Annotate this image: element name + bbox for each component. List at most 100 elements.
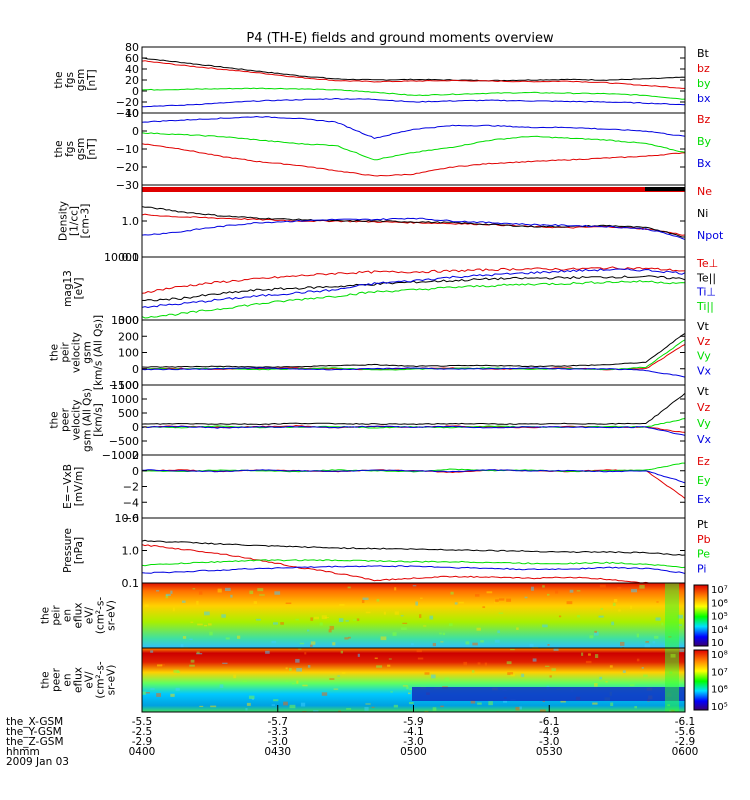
texture-dot xyxy=(637,659,640,662)
texture-dot xyxy=(310,645,313,647)
texture-dot xyxy=(301,703,305,707)
texture-dot xyxy=(365,703,370,704)
x-axis-row-label: 2009 Jan 03 xyxy=(6,756,69,768)
texture-dot xyxy=(254,601,257,604)
texture-dot xyxy=(362,600,364,603)
texture-dot xyxy=(530,644,534,647)
texture-dot xyxy=(339,604,344,606)
texture-dot xyxy=(283,702,288,706)
texture-dot xyxy=(542,625,548,628)
texture-dot xyxy=(445,678,450,682)
texture-dot xyxy=(273,622,278,624)
texture-dot xyxy=(346,708,351,709)
texture-dot xyxy=(280,622,284,625)
texture-dot xyxy=(581,653,583,656)
texture-dot xyxy=(476,628,480,631)
texture-dot xyxy=(413,585,417,586)
series-group xyxy=(142,333,685,377)
texture-dot xyxy=(594,631,597,633)
legend-label: Vx xyxy=(697,364,712,377)
texture-dot xyxy=(296,668,302,672)
texture-dot xyxy=(156,590,159,591)
y-axis-label-line: [eV] xyxy=(73,278,85,300)
texture-dot xyxy=(341,651,343,654)
y-axis-label: thepeervelocitygsm (All Qs)[km/s] xyxy=(49,388,105,452)
texture-dot xyxy=(199,591,202,594)
texture-dot xyxy=(271,641,276,643)
panel-0: 806040200−20−40Btbzbybxthefgsgsm[nT] xyxy=(53,41,711,120)
texture-dot xyxy=(296,619,299,621)
texture-dot xyxy=(595,654,598,658)
y-axis-label-line: [mV/m] xyxy=(73,467,85,506)
texture-dot xyxy=(394,705,398,708)
texture-dot xyxy=(384,612,386,615)
texture-dot xyxy=(472,670,475,673)
texture-dot xyxy=(257,588,263,591)
texture-dot xyxy=(531,587,534,591)
panel-frame xyxy=(142,185,685,257)
texture-dot xyxy=(656,601,658,602)
texture-dot xyxy=(189,665,195,667)
colorbar-tick-label: 10⁶ xyxy=(711,685,728,696)
series-group xyxy=(142,117,685,177)
y-axis-label-line: [cm-3] xyxy=(80,204,92,239)
y-axis-label: thepeerenefluxeV/(cm²-s-sr-eV) xyxy=(40,661,118,699)
y-tick-label: 0 xyxy=(132,465,139,478)
y-tick-label: −30 xyxy=(116,179,139,192)
texture-dot xyxy=(480,640,484,642)
texture-dot xyxy=(233,675,236,679)
texture-dot xyxy=(372,707,375,708)
legend-label: Ez xyxy=(697,455,710,468)
legend-label: Bt xyxy=(697,47,710,60)
legend-label: Ex xyxy=(697,493,711,506)
texture-dot xyxy=(249,696,255,699)
legend-label: Pe xyxy=(697,548,710,561)
y-axis-label: thepeirvelocitygsm[km/s (All Qs)] xyxy=(49,315,105,390)
texture-dot xyxy=(377,599,380,602)
texture-dot xyxy=(249,591,253,594)
texture-dot xyxy=(521,674,524,677)
y-axis-label-line: [nT] xyxy=(86,69,98,90)
texture-dot xyxy=(302,685,307,687)
texture-dot xyxy=(419,614,421,618)
texture-dot xyxy=(220,684,224,688)
texture-dot xyxy=(210,706,216,708)
series-line xyxy=(142,117,685,139)
y-tick-label: 1500 xyxy=(111,379,139,392)
legend-label: By xyxy=(697,135,712,148)
series-group xyxy=(142,540,685,586)
texture-dot xyxy=(656,617,661,620)
y-axis-label: Density[1/cc][cm-3] xyxy=(58,201,92,241)
texture-dot xyxy=(181,644,184,647)
texture-dot xyxy=(300,643,304,645)
texture-dot xyxy=(598,616,603,618)
y-tick-label: −4 xyxy=(123,496,139,509)
texture-dot xyxy=(191,660,195,663)
series-line xyxy=(142,540,685,555)
series-line xyxy=(142,470,685,499)
texture-dot xyxy=(429,616,433,620)
texture-dot xyxy=(661,623,663,626)
texture-dot xyxy=(533,658,537,661)
colorbar-tick-label: 10⁴ xyxy=(711,625,728,636)
y-tick-label: 1.0 xyxy=(122,545,140,558)
series-group xyxy=(142,267,685,318)
texture-dot xyxy=(594,683,598,686)
texture-dot xyxy=(409,702,414,704)
texture-dot xyxy=(346,620,349,622)
texture-dot xyxy=(425,672,430,674)
texture-dot xyxy=(218,589,222,593)
texture-dot xyxy=(208,623,212,625)
texture-dot xyxy=(222,663,227,664)
y-tick-label: −10 xyxy=(116,143,139,156)
texture-dot xyxy=(577,590,581,591)
series-line xyxy=(142,566,685,574)
texture-dot xyxy=(408,693,411,695)
panel-9: 10⁸10⁷10⁶10⁵thepeerenefluxeV/(cm²-s-sr-e… xyxy=(40,648,728,714)
texture-dot xyxy=(308,665,310,668)
texture-dot xyxy=(588,653,591,655)
texture-dot xyxy=(337,675,340,676)
texture-dot xyxy=(559,616,561,618)
texture-dot xyxy=(376,665,382,667)
event-band xyxy=(665,648,679,712)
